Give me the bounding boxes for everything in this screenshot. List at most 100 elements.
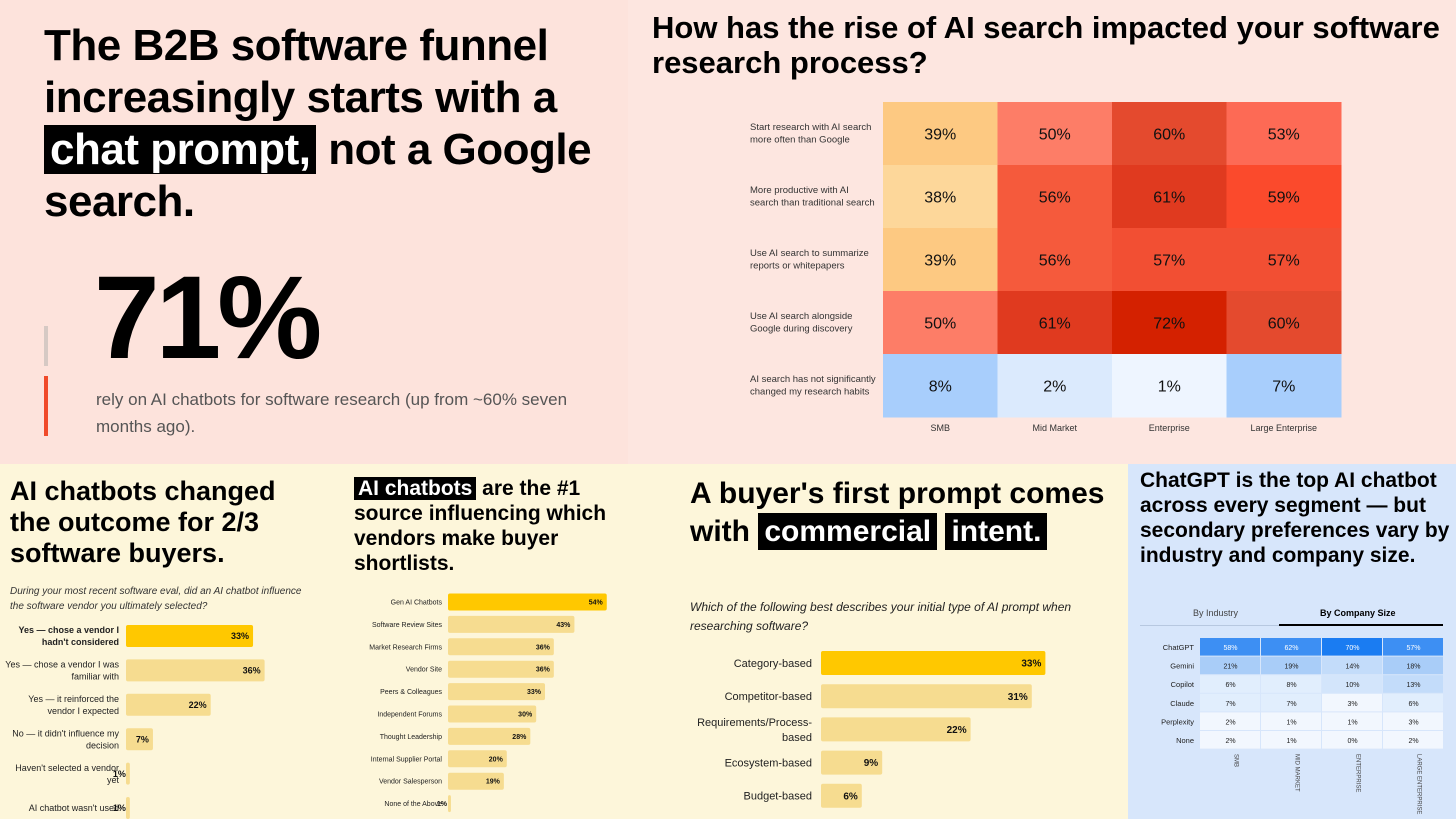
table-cell	[1261, 712, 1321, 730]
heatmap-cell	[997, 102, 1113, 166]
table-cell-value: 1%	[1347, 719, 1357, 726]
heatmap-cell	[1112, 228, 1227, 292]
heatmap-column-label: Enterprise	[1149, 423, 1190, 433]
table-cell	[1261, 656, 1321, 675]
table-row-label: Claude	[1170, 699, 1194, 708]
table-cell	[1200, 693, 1260, 712]
bar-value-label: 22%	[189, 700, 207, 710]
bar	[448, 593, 607, 611]
bar-category-label: hadn't considered	[42, 637, 119, 647]
tab-by-industry[interactable]: By Industry	[1193, 608, 1239, 618]
bar-value-label: 33%	[527, 689, 542, 696]
bar	[126, 728, 153, 751]
heatmap-panel: How has the rise of AI search impacted y…	[628, 0, 1456, 464]
accent-bar-grey	[44, 326, 48, 366]
chatbot-table-title: ChatGPT is the top AI chatbot across eve…	[1140, 469, 1450, 567]
bar-value-label: 19%	[486, 779, 501, 786]
heatmap-cell-value: 8%	[929, 379, 952, 396]
prompt-type-panel: A buyer's first prompt comes with commer…	[670, 464, 1128, 819]
heatmap-cell-value: 38%	[924, 190, 956, 207]
heatmap-cell-value: 50%	[1039, 127, 1071, 144]
table-row-label: ChatGPT	[1163, 643, 1195, 652]
outcome-panel: AI chatbots changed the outcome for 2/3 …	[0, 464, 330, 819]
heatmap-cell-value: 57%	[1268, 253, 1300, 270]
table-cell	[1383, 638, 1443, 656]
bar-category-label: Software Review Sites	[372, 622, 443, 629]
table-cell	[1200, 712, 1260, 730]
prompt-title-highlight-2: intent.	[945, 513, 1048, 550]
bar-value-label: 36%	[243, 666, 261, 676]
table-cell-value: 2%	[1225, 738, 1235, 745]
table-cell-value: 70%	[1345, 645, 1359, 652]
bar-category-label: Internal Supplier Portal	[371, 756, 443, 763]
headline-text-end: not a Google search.	[44, 125, 592, 226]
heatmap-cell	[997, 354, 1113, 418]
table-column-label: SMB	[1233, 754, 1239, 767]
bar-category-label: Yes — it reinforced the	[28, 694, 119, 704]
outcome-title: AI chatbots changed the outcome for 2/3 …	[10, 476, 276, 568]
table-cell-value: 8%	[1286, 682, 1296, 689]
active-tab-underline	[1279, 624, 1443, 626]
bar	[448, 638, 554, 656]
bar-value-label: 6%	[843, 791, 858, 802]
accent-bar-red	[44, 376, 48, 436]
table-cell-value: 0%	[1347, 738, 1357, 745]
heatmap-cell-value: 56%	[1039, 253, 1071, 270]
bar-category-label: None of the Above	[384, 801, 442, 808]
bar	[448, 727, 531, 745]
heatmap-cell	[1112, 165, 1227, 229]
bar-category-label: Ecosystem-based	[725, 757, 812, 769]
sources-title: AI chatbots are the #1 source influencin…	[354, 476, 654, 576]
heatmap-chart: Start research with AI search more often …	[750, 102, 1342, 433]
bar	[448, 660, 554, 678]
table-cell	[1383, 731, 1443, 749]
tab-by-company-size[interactable]: By Company Size	[1320, 608, 1396, 618]
table-cell	[1322, 712, 1382, 730]
table-cell	[1383, 675, 1443, 693]
table-cell	[1383, 712, 1443, 730]
bar	[126, 762, 130, 785]
table-cell-value: 10%	[1345, 682, 1359, 689]
table-cell-value: 6%	[1225, 682, 1235, 689]
table-cell-value: 7%	[1286, 701, 1296, 708]
heatmap-cell-value: 2%	[1043, 379, 1066, 396]
headline-text: The B2B software funnel increasingly sta…	[44, 21, 557, 122]
heatmap-cell	[997, 165, 1113, 229]
table-column-label: MID MARKET	[1294, 754, 1300, 792]
heatmap-title: How has the rise of AI search impacted y…	[652, 10, 1440, 80]
bar-category-label: vendor I expected	[47, 706, 119, 716]
sources-panel: AI chatbots are the #1 source influencin…	[330, 464, 670, 819]
table-cell-value: 21%	[1223, 664, 1237, 671]
table-cell	[1261, 693, 1321, 712]
bar-category-label: decision	[86, 740, 119, 750]
prompt-type-bar-chart: Category-based 33% Competitor-based 31% Requ…	[697, 651, 1046, 808]
heatmap-cell	[1112, 102, 1227, 166]
bar-category-label: Requirements/Process-	[697, 717, 812, 729]
heatmap-column-label: Mid Market	[1032, 423, 1077, 433]
bar	[126, 693, 211, 716]
table-row-label: Gemini	[1170, 662, 1194, 671]
bar-category-label: familiar with	[71, 672, 119, 682]
outcome-bar-chart: Yes — chose a vendor I hadn't considered 3…	[5, 625, 265, 819]
prompt-type-question: Which of the following best describes yo…	[690, 600, 1072, 633]
bar	[448, 795, 451, 813]
table-cell	[1322, 638, 1382, 656]
table-cell	[1322, 656, 1382, 675]
bar-value-label: 9%	[864, 758, 879, 769]
table-cell-value: 1%	[1286, 738, 1296, 745]
chatbot-table-panel: ChatGPT is the top AI chatbot across eve…	[1128, 464, 1456, 819]
heatmap-row-label: reports or whitepapers	[750, 261, 845, 272]
table-column-label: LARGE ENTERPRISE	[1416, 754, 1422, 814]
heatmap-cell	[1112, 291, 1227, 355]
bar-value-label: 20%	[489, 756, 504, 763]
heatmap-cell	[883, 228, 998, 292]
table-cell-value: 13%	[1406, 682, 1420, 689]
bar-category-label: Gen AI Chatbots	[391, 599, 443, 606]
heatmap-cell	[997, 291, 1113, 355]
prompt-type-title: A buyer's first prompt comes with commer…	[690, 476, 1110, 553]
heatmap-cell	[883, 291, 998, 355]
bar-value-label: 7%	[136, 734, 149, 744]
heatmap-row-label: changed my research habits	[750, 387, 870, 398]
table-cell	[1200, 675, 1260, 693]
table-cell	[1383, 656, 1443, 675]
